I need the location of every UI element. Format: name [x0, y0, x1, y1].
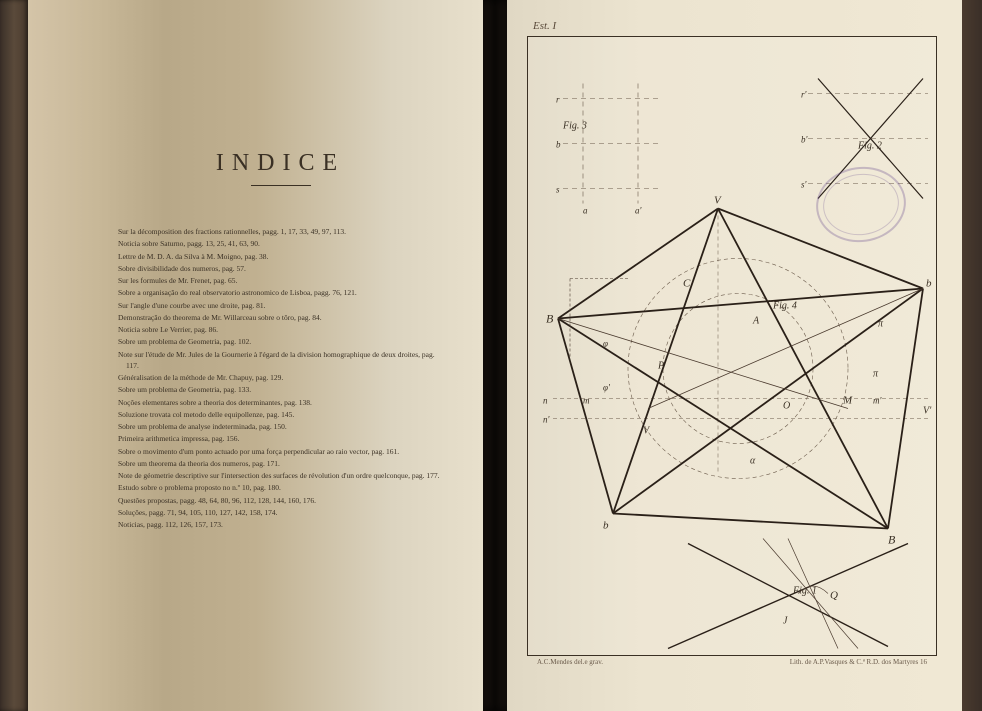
geometry-plate: r b s a a' Fig. 3 r' b' s' Fig. 2	[527, 36, 937, 656]
label-V: V	[714, 195, 722, 207]
label-a: a	[583, 206, 588, 216]
index-entry: Sobre a organisação do real observatorio…	[118, 287, 443, 298]
index-entry: Noticia sobre Le Verrier, pag. 86.	[118, 324, 443, 335]
index-entry: Noticias, pagg. 112, 126, 157, 173.	[118, 519, 443, 530]
plate-credits: A.C.Mendes del.e grav. Lith. de A.P.Vasq…	[527, 656, 937, 668]
label-b: b	[556, 140, 561, 150]
label-b-l: b	[603, 520, 609, 532]
label-r: r	[556, 95, 560, 105]
label-rp: r'	[801, 90, 808, 100]
label-alpha: α	[750, 456, 756, 467]
geometry-diagram: r b s a a' Fig. 3 r' b' s' Fig. 2	[528, 37, 936, 655]
label-O: O	[783, 401, 790, 412]
label-Vbot: V	[643, 426, 651, 437]
left-page: INDICE Sur la décomposition des fraction…	[28, 0, 483, 711]
index-entry: Estudo sobre o problema proposto no n.º …	[118, 482, 443, 493]
label-phip: φ'	[603, 383, 611, 393]
engraver-credit: A.C.Mendes del.e grav.	[537, 658, 603, 666]
index-entry: Questões propostas, pagg. 48, 64, 80, 96…	[118, 495, 443, 506]
index-entry: Primeira arithmetica impressa, pag. 156.	[118, 433, 443, 444]
label-Vp: V'	[923, 406, 932, 417]
fig2-label: Fig. 2	[857, 141, 882, 152]
fig1-label: Fig. 1	[792, 586, 817, 597]
right-page: Est. I r b s a a' Fig. 3	[507, 0, 962, 711]
index-entry: Sur l'angle d'une courbe avec une droite…	[118, 300, 443, 311]
index-entry: Sobre um theorema da theoria dos numeros…	[118, 458, 443, 469]
index-entry: Sobre um problema de Geometria, pag. 102…	[118, 336, 443, 347]
label-C: C	[683, 278, 691, 290]
label-M: M	[842, 395, 853, 407]
label-Q: Q	[830, 590, 838, 602]
label-np: n'	[543, 415, 551, 425]
label-B: B	[546, 312, 554, 326]
title-rule	[251, 185, 311, 186]
index-entry: Sobre o movimento d'um ponto actuado por…	[118, 446, 443, 457]
index-entry: Sobre divisibilidade dos numeros, pag. 5…	[118, 263, 443, 274]
label-phi: φ	[603, 339, 608, 349]
book-spine	[483, 0, 507, 711]
index-entry: Note de géometrie descriptive sur l'inte…	[118, 470, 443, 481]
fig4-label: Fig. 4	[772, 301, 797, 312]
label-mp: m'	[873, 396, 882, 406]
index-entry: Soluzione trovata col metodo delle equip…	[118, 409, 443, 420]
index-entry: Demonstração do theorema de Mr. Willarce…	[118, 312, 443, 323]
index-entry: Note sur l'étude de Mr. Jules de la Gour…	[118, 349, 443, 372]
index-list: Sur la décomposition des fractions ratio…	[118, 226, 443, 530]
index-entry: Sobre um problema de analyse indetermina…	[118, 421, 443, 432]
index-entry: Noticia sobre Saturno, pagg. 13, 25, 41,…	[118, 238, 443, 249]
index-entry: Généralisation de la méthode de Mr. Chap…	[118, 372, 443, 383]
book-binding-right	[962, 0, 982, 711]
label-ap: a'	[635, 206, 643, 216]
index-title: INDICE	[118, 150, 443, 177]
label-s: s	[556, 185, 560, 195]
label-pi: π	[878, 319, 884, 330]
lithographer-credit: Lith. de A.P.Vasques & C.ª R.D. dos Mart…	[790, 658, 927, 666]
label-J: J	[783, 616, 788, 627]
plate-number: Est. I	[527, 20, 937, 32]
label-sp: s'	[801, 180, 808, 190]
index-entry: Noções elementares sobre a theoria dos d…	[118, 397, 443, 408]
label-b-r: b	[926, 278, 932, 290]
index-entry: Lettre de M. D. A. da Silva à M. Moigno,…	[118, 251, 443, 262]
fig3-label: Fig. 3	[562, 121, 587, 132]
index-entry: Sur la décomposition des fractions ratio…	[118, 226, 443, 237]
label-B-r: B	[888, 533, 896, 547]
index-entry: Sobre um problema de Geometria, pag. 133…	[118, 384, 443, 395]
label-pi2: π	[873, 369, 879, 380]
label-A: A	[752, 316, 760, 327]
index-entry: Sur les formules de Mr. Frenet, pag. 65.	[118, 275, 443, 286]
book-binding-left	[0, 0, 28, 711]
index-entry: Soluções, pagg. 71, 94, 105, 110, 127, 1…	[118, 507, 443, 518]
label-P: P	[657, 361, 664, 372]
label-m: m	[583, 396, 590, 406]
label-n: n	[543, 396, 548, 406]
label-bp: b'	[801, 135, 809, 145]
